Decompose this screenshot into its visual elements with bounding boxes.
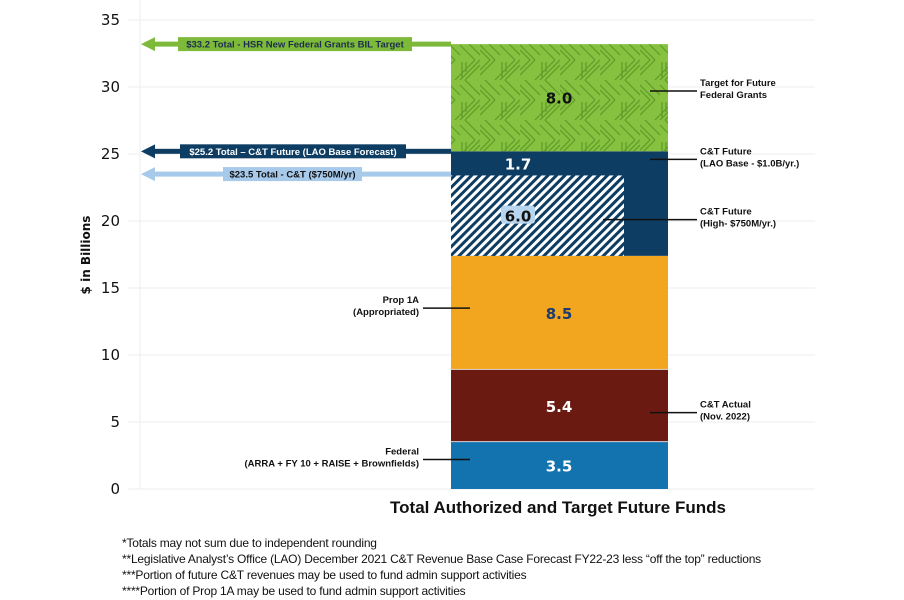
segment-name-label: (Nov. 2022) [700,412,750,423]
footnote: ****Portion of Prop 1A may be used to fu… [122,584,466,598]
y-tick-label: 20 [101,212,120,230]
y-axis-label: $ in Billions [79,216,93,295]
footnote: *Totals may not sum due to independent r… [122,536,377,550]
segment-name-label: C&T Future [700,207,752,218]
bar-segment-ct-actual [451,369,668,442]
segment-name-label: C&T Actual [700,400,751,411]
segment-name-label: Federal [385,447,419,458]
footnote: **Legislative Analyst’s Office (LAO) Dec… [122,552,761,566]
segment-name-label: (High- $750M/yr.) [700,219,776,230]
arrow-head-icon [141,37,155,52]
segment-name-label: (ARRA + FY 10 + RAISE + Brownfields) [245,459,419,470]
segment-value-label: 5.4 [546,398,573,416]
y-tick-label: 30 [101,78,120,96]
arrow-label: $33.2 Total - HSR New Federal Grants BIL… [186,40,404,51]
total-arrow: $33.2 Total - HSR New Federal Grants BIL… [141,37,451,52]
total-arrow: $25.2 Total – C&T Future (LAO Base Forec… [141,144,451,159]
y-tick-label: 10 [101,346,120,364]
segment-value-bg [501,205,535,224]
arrow-label-box [223,167,362,182]
segment-value-label: 8.5 [546,305,573,323]
segment-name-label: (Appropriated) [353,307,419,318]
y-tick-label: 15 [101,279,120,297]
arrow-label-box [180,144,406,159]
bar-segment-federal [451,442,668,489]
segment-name-label: Federal Grants [700,90,767,101]
segment-name-label: (LAO Base - $1.0B/yr.) [700,158,799,169]
segment-name-label: Prop 1A [383,295,420,306]
arrow-label: $23.5 Total - C&T ($750M/yr) [229,170,355,181]
y-tick-label: 35 [101,11,120,29]
y-axis-ticks: 0 5 10 15 20 25 30 35 [101,11,120,498]
footnotes: *Totals may not sum due to independent r… [122,535,761,599]
footnote: ***Portion of future C&T revenues may be… [122,568,527,582]
bar-segment-target-federal-grants [451,44,668,152]
arrow-label: $25.2 Total – C&T Future (LAO Base Forec… [189,147,396,158]
arrow-label-box [178,37,412,52]
bar-segment-prop-1a [451,255,668,369]
arrow-head-icon [141,167,155,182]
y-tick-label: 0 [110,480,120,498]
total-arrow: $23.5 Total - C&T ($750M/yr) [141,167,451,182]
segment-labels: 3.5 5.4 8.5 6.0 1.7 8.0 [501,90,572,476]
stacked-bar-chart: 0 5 10 15 20 25 30 35 $ in Billions $33.2 Total… [79,0,815,517]
y-tick-label: 5 [110,413,120,431]
segment-name-label: C&T Future [700,146,752,157]
total-arrows: $33.2 Total - HSR New Federal Grants BIL… [141,37,451,182]
bar-segments [451,44,668,489]
segment-value-label: 8.0 [546,90,573,108]
segment-value-label: 3.5 [546,458,573,476]
segment-name-label: Target for Future [700,78,776,89]
x-axis-label: Total Authorized and Target Future Funds [390,498,726,517]
leader-labels: Federal(ARRA + FY 10 + RAISE + Brownfiel… [245,78,800,470]
y-tick-label: 25 [101,145,120,163]
bar-segment-ct-future-high [451,175,624,256]
arrow-head-icon [141,144,155,159]
segment-value-label: 1.7 [505,155,532,173]
segment-value-label: 6.0 [505,208,532,226]
